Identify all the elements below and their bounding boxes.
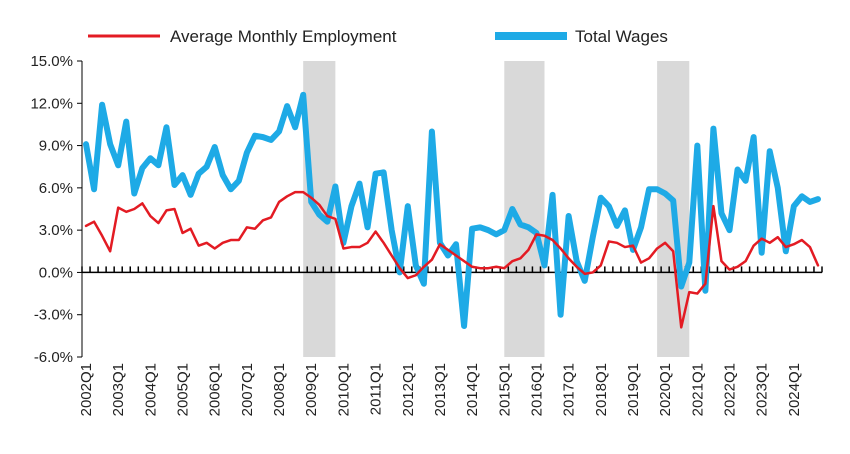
legend-label-average-monthly-employment: Average Monthly Employment <box>170 27 397 46</box>
y-axis: 15.0% 12.0% 9.0% 6.0% 3.0% 0.0% -3.0% -6.0% <box>30 53 83 366</box>
y-tick-label: 12.0% <box>30 95 73 112</box>
y-tick-label: 6.0% <box>39 180 73 197</box>
x-tick-label: 2023Q1 <box>754 363 771 416</box>
y-tick-label: 0.0% <box>39 264 73 281</box>
x-tick-label: 2024Q1 <box>786 363 803 416</box>
x-tick-label: 2007Q1 <box>239 363 256 416</box>
recession-shading-group <box>303 61 690 357</box>
x-tick-label: 2020Q1 <box>657 363 674 416</box>
x-tick-label: 2003Q1 <box>110 363 127 416</box>
x-tick-label: 2012Q1 <box>400 363 417 416</box>
x-tick-label: 2010Q1 <box>335 363 352 416</box>
y-tick-label: 15.0% <box>30 53 73 70</box>
series-lines <box>83 91 821 329</box>
x-tick-label: 2005Q1 <box>175 363 192 416</box>
x-tick-label: 2009Q1 <box>303 363 320 416</box>
x-tick-label: 2008Q1 <box>271 363 288 416</box>
x-tick-label: 2017Q1 <box>561 363 578 416</box>
x-axis: 2002Q1 2003Q1 2004Q1 2005Q1 2006Q1 2007Q1 2008… <box>78 266 823 416</box>
series-line-total-wages <box>83 91 821 329</box>
x-tick-label: 2004Q1 <box>142 363 159 416</box>
x-tick-label: 2014Q1 <box>464 363 481 416</box>
x-tick-label: 2022Q1 <box>722 363 739 416</box>
x-tick-label: 2006Q1 <box>207 363 224 416</box>
legend: Average Monthly Employment Total Wages <box>88 27 668 46</box>
x-tick-label: 2013Q1 <box>432 363 449 416</box>
legend-label-total-wages: Total Wages <box>575 27 668 46</box>
y-tick-label: 3.0% <box>39 222 73 239</box>
y-tick-label: 9.0% <box>39 138 73 155</box>
series-line-average-monthly-employment <box>84 190 820 329</box>
y-tick-label: -3.0% <box>34 307 73 324</box>
x-tick-label: 2011Q1 <box>368 363 385 415</box>
x-tick-label: 2018Q1 <box>593 363 610 416</box>
x-tick-label: 2016Q1 <box>528 363 545 416</box>
x-tick-label: 2015Q1 <box>496 363 513 416</box>
x-tick-label: 2019Q1 <box>625 363 642 416</box>
x-tick-label: 2021Q1 <box>689 363 706 416</box>
x-tick-label: 2002Q1 <box>78 363 95 416</box>
y-tick-label: -6.0% <box>34 349 73 366</box>
